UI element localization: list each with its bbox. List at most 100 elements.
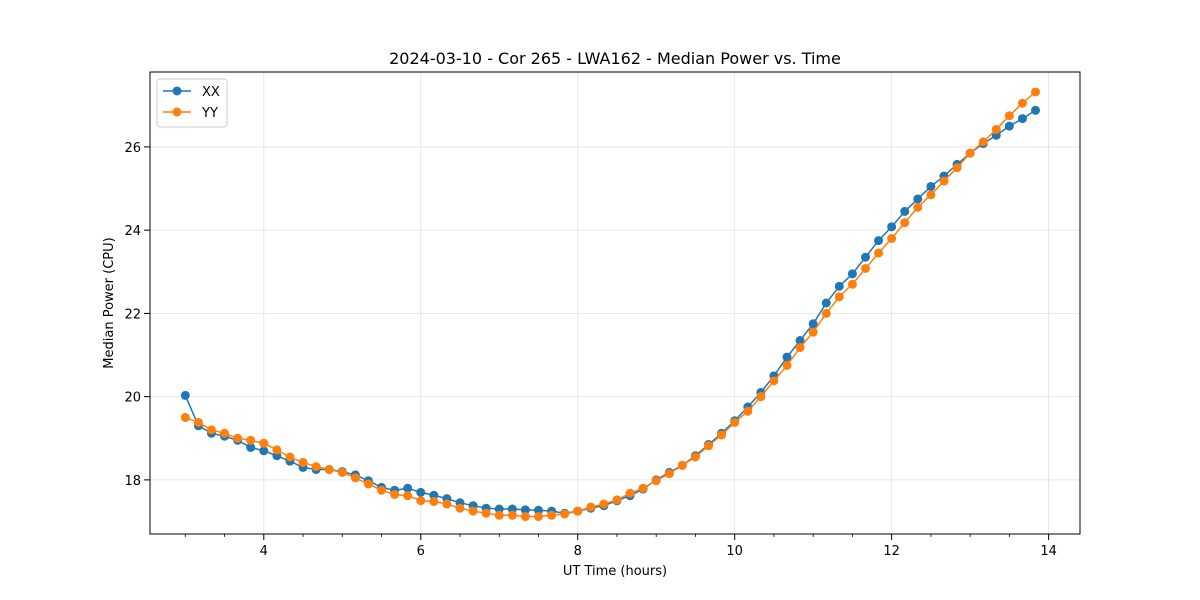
data-point-yy [533,512,543,522]
data-point-yy [272,445,282,455]
data-point-yy [861,263,871,273]
data-point-yy [677,460,687,470]
data-point-yy [939,176,949,186]
y-tick-label: 24 [124,224,141,239]
data-point-yy [651,476,661,486]
data-point-yy [547,510,557,520]
grid [150,72,1080,534]
data-point-yy [442,499,452,509]
data-point-yy [991,124,1001,134]
data-point-xx [259,446,269,456]
data-point-xx [808,319,818,329]
data-point-xx [520,505,530,515]
data-point-xx [507,504,517,514]
data-point-yy [350,473,360,483]
x-tick-label: 6 [417,544,425,559]
x-tick-label: 4 [260,544,268,559]
data-point-xx [533,505,543,515]
x-tick-label: 8 [574,544,582,559]
data-point-yy [900,218,910,228]
data-point-xx [429,490,439,500]
data-point-xx [1031,105,1041,115]
y-axis-ticks: 18 20 22 24 26 [124,141,150,489]
data-point-yy [847,279,857,289]
data-point-yy [246,435,256,445]
legend: XX YY [156,78,228,128]
data-point-xx [926,181,936,191]
data-point-yy [1004,111,1014,121]
data-point-yy [363,479,373,489]
data-point-yy [782,360,792,370]
data-point-yy [429,497,439,507]
data-point-yy [599,499,609,509]
data-point-xx [834,281,844,291]
data-point-yy [978,137,988,147]
data-point-yy [795,343,805,353]
data-point-yy [377,485,387,495]
data-point-yy [874,248,884,258]
y-tick-label: 22 [124,307,141,322]
x-tick-label: 10 [726,544,743,559]
data-point-yy [1031,87,1041,97]
y-tick-label: 20 [124,391,141,406]
data-point-xx [1004,121,1014,131]
data-point-xx [782,352,792,362]
data-point-xx [403,483,413,493]
data-point-yy [730,417,740,427]
y-tick-label: 26 [124,141,141,156]
data-point-yy [507,510,517,520]
data-point-xx [416,487,426,497]
x-axis-label: UT Time (hours) [563,564,667,579]
data-point-yy [233,433,243,443]
data-point-yy [311,462,321,472]
chart-title: 2024-03-10 - Cor 265 - LWA162 - Median P… [389,49,841,68]
data-point-yy [298,457,308,467]
y-axis-label: Median Power (CPU) [102,237,117,368]
data-point-xx [795,335,805,345]
data-point-xx [821,298,831,308]
data-point-xx [847,269,857,279]
data-point-yy [625,488,635,498]
data-point-yy [690,452,700,462]
data-point-yy [520,512,530,522]
data-point-yy [913,202,923,212]
data-point-xx [246,442,256,452]
data-point-yy [390,489,400,499]
data-point-yy [965,148,975,158]
x-tick-label: 12 [883,544,900,559]
data-point-yy [586,502,596,512]
data-point-yy [259,438,269,448]
data-point-yy [769,376,779,386]
data-point-yy [468,506,478,516]
data-point-yy [455,503,465,513]
data-point-yy [416,496,426,506]
legend-marker-xx [172,86,182,96]
data-point-yy [612,495,622,505]
data-point-yy [808,327,818,337]
data-point-xx [861,252,871,262]
data-point-yy [638,483,648,493]
data-point-yy [560,509,570,519]
x-tick-label: 14 [1040,544,1057,559]
data-point-xx [180,390,190,400]
data-point-yy [193,417,203,427]
data-point-yy [220,428,230,438]
x-axis-ticks: 4 6 8 10 12 14 [184,534,1057,559]
data-point-xx [874,236,884,246]
data-point-yy [206,425,216,435]
data-point-yy [180,412,190,422]
data-point-xx [913,194,923,204]
data-point-yy [717,430,727,440]
data-point-yy [952,163,962,173]
legend-label-yy: YY [201,106,218,121]
data-point-yy [926,190,936,200]
data-point-yy [337,467,347,477]
legend-marker-yy [172,107,182,117]
data-point-yy [704,441,714,451]
data-point-yy [756,392,766,402]
series-layer [180,87,1041,522]
data-point-yy [573,506,583,516]
data-point-yy [481,508,491,518]
data-point-yy [285,452,295,462]
